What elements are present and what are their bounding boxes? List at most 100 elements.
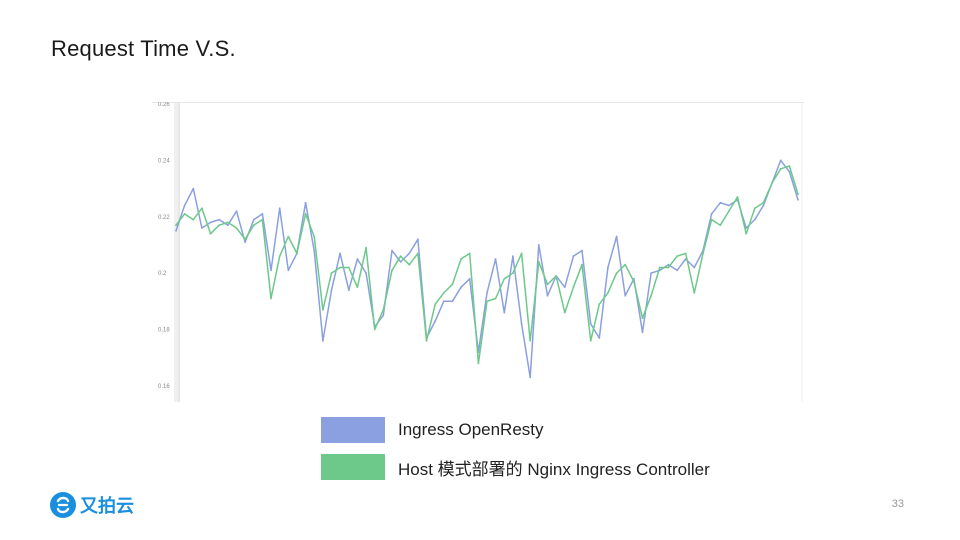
- data-point-openresty: [503, 311, 506, 314]
- data-point-nginx: [520, 252, 523, 255]
- data-point-nginx: [537, 261, 540, 263]
- data-point-nginx: [581, 263, 583, 266]
- data-point-nginx: [667, 266, 670, 269]
- data-point-nginx: [209, 232, 212, 235]
- data-point-openresty: [451, 300, 454, 303]
- data-point-openresty: [537, 244, 540, 246]
- data-point-nginx: [486, 300, 488, 303]
- series-line-openresty: [175, 159, 799, 379]
- data-point-openresty: [365, 272, 367, 274]
- data-point-nginx: [546, 283, 549, 286]
- data-point-nginx: [442, 292, 445, 294]
- data-point-nginx: [296, 252, 298, 255]
- data-point-openresty: [728, 204, 730, 207]
- data-point-openresty: [797, 198, 799, 201]
- data-point-openresty: [192, 187, 195, 190]
- data-point-openresty: [779, 159, 782, 162]
- y-tick-label: 0.18: [158, 328, 170, 334]
- data-point-openresty: [417, 238, 419, 241]
- data-point-nginx: [425, 339, 428, 342]
- data-point-openresty: [494, 258, 497, 260]
- data-point-nginx: [468, 252, 471, 255]
- data-point-nginx: [347, 266, 350, 269]
- logo-text: 又拍云: [80, 496, 134, 517]
- data-point-openresty: [382, 314, 385, 317]
- legend-label-nginx: Host 模式部署的 Nginx Ingress Controller: [398, 459, 710, 479]
- data-point-nginx: [408, 263, 411, 266]
- data-point-openresty: [607, 266, 609, 269]
- data-point-nginx: [762, 201, 765, 204]
- data-point-nginx: [399, 255, 402, 258]
- data-point-nginx: [460, 258, 462, 260]
- data-point-nginx: [175, 224, 177, 227]
- data-point-openresty: [356, 258, 359, 260]
- data-point-openresty: [762, 204, 765, 207]
- data-point-openresty: [201, 227, 203, 229]
- data-point-nginx: [745, 232, 748, 235]
- chart-svg: 0.16 0.18 0.2 0.22 0.24 0.26: [152, 102, 804, 402]
- data-point-openresty: [434, 320, 437, 322]
- data-point-nginx: [555, 275, 557, 277]
- data-point-openresty: [598, 337, 601, 339]
- data-point-openresty: [339, 252, 341, 255]
- data-point-nginx: [719, 224, 722, 227]
- data-point-nginx: [572, 286, 575, 289]
- data-point-openresty: [745, 227, 748, 229]
- data-point-nginx: [304, 213, 307, 215]
- data-point-nginx: [641, 317, 644, 320]
- data-point-nginx: [615, 272, 618, 274]
- slide-title: Request Time V.S.: [51, 36, 236, 61]
- data-point-nginx: [477, 362, 480, 365]
- data-point-nginx: [235, 227, 238, 229]
- data-point-nginx: [252, 224, 255, 227]
- data-point-openresty: [330, 289, 333, 291]
- data-point-nginx: [365, 246, 367, 249]
- data-point-nginx: [512, 272, 514, 274]
- data-point-nginx: [330, 272, 333, 274]
- data-point-nginx: [624, 263, 627, 266]
- data-point-nginx: [779, 167, 782, 170]
- data-point-openresty: [408, 252, 411, 255]
- y-tick-label: 0.16: [158, 384, 170, 390]
- data-point-nginx: [676, 255, 678, 258]
- data-point-openresty: [218, 218, 221, 221]
- chart-legend: Ingress OpenResty Host 模式部署的 Nginx Ingre…: [321, 417, 710, 491]
- data-point-nginx: [278, 255, 281, 258]
- data-point-nginx: [650, 294, 652, 297]
- data-point-openresty: [486, 292, 488, 294]
- data-point-nginx: [244, 238, 246, 241]
- data-point-nginx: [753, 207, 756, 210]
- data-point-nginx: [382, 308, 385, 311]
- data-point-openresty: [391, 249, 393, 252]
- data-point-nginx: [529, 339, 532, 342]
- data-point-openresty: [512, 255, 514, 258]
- y-tick-label: 0.22: [158, 215, 170, 221]
- data-point-openresty: [520, 323, 523, 325]
- data-point-nginx: [391, 269, 393, 272]
- data-point-openresty: [563, 286, 566, 289]
- data-point-openresty: [667, 263, 670, 266]
- data-point-nginx: [339, 266, 341, 269]
- data-point-openresty: [710, 213, 713, 215]
- data-point-nginx: [270, 297, 272, 300]
- y-tick-label: 0.26: [158, 102, 170, 108]
- data-point-openresty: [572, 255, 575, 258]
- data-point-openresty: [529, 376, 532, 379]
- data-point-openresty: [287, 269, 290, 272]
- data-point-nginx: [261, 218, 264, 221]
- legend-swatch-openresty: [321, 417, 385, 443]
- data-point-openresty: [244, 241, 246, 244]
- data-point-openresty: [270, 269, 272, 272]
- data-point-nginx: [417, 252, 419, 255]
- data-point-nginx: [693, 292, 696, 294]
- page-number: 33: [891, 498, 904, 510]
- data-point-nginx: [192, 218, 195, 221]
- data-point-openresty: [313, 249, 316, 252]
- data-point-nginx: [563, 311, 566, 314]
- data-point-openresty: [278, 207, 281, 210]
- data-point-openresty: [183, 204, 186, 207]
- data-point-nginx: [702, 252, 704, 255]
- data-point-openresty: [347, 289, 350, 291]
- data-point-openresty: [175, 230, 177, 232]
- data-point-nginx: [287, 235, 290, 238]
